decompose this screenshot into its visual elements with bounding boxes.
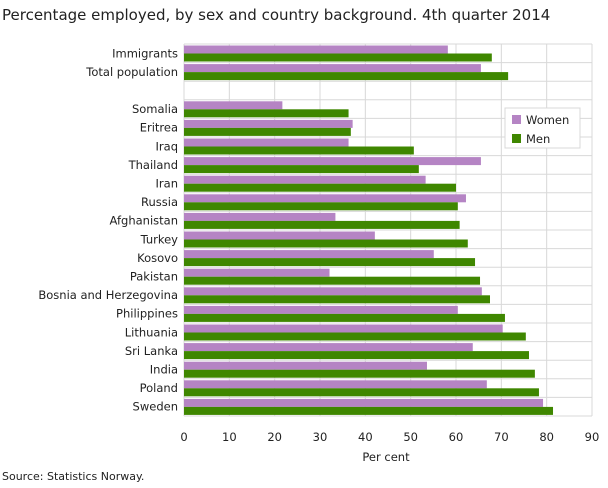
source-note: Source: Statistics Norway. [2,470,145,483]
bar-men [184,239,468,248]
bar-women [184,361,427,370]
chart-title: Percentage employed, by sex and country … [2,6,551,24]
legend-swatch-men [512,134,521,143]
category-label: Total population [85,65,178,79]
category-label: Afghanistan [110,214,178,228]
bar-women [184,157,481,166]
x-tick-label: 70 [494,430,509,444]
bar-women [184,175,426,184]
bar-women [184,194,466,203]
bar-women [184,268,330,277]
x-tick-label: 80 [539,430,554,444]
category-label: Philippines [116,307,178,321]
bar-men [184,369,535,378]
bar-men [184,258,476,267]
category-label: Bosnia and Herzegovina [38,288,178,302]
category-label: Turkey [140,232,179,246]
category-label: Iran [156,177,178,191]
bar-women [184,231,375,240]
legend-label-women: Women [526,113,569,127]
x-tick-label: 60 [449,430,464,444]
bar-men [184,72,509,81]
bar-men [184,183,456,192]
bar-women [184,212,336,221]
category-label: India [150,363,178,377]
bar-men [184,53,492,62]
bar-women [184,380,487,389]
x-tick-label: 10 [222,430,237,444]
x-axis-label: Per cent [362,450,410,464]
bar-men [184,406,554,415]
category-label: Immigrants [112,46,178,60]
bar-men [184,165,419,174]
bar-men [184,313,505,322]
bar-women [184,101,283,110]
bar-men [184,220,460,229]
bar-men [184,295,490,304]
bar-women [184,287,482,296]
category-label: Russia [141,195,178,209]
bar-women [184,324,503,333]
bar-women [184,250,434,259]
bar-women [184,305,458,314]
category-label: Somalia [132,102,178,116]
bar-men [184,127,351,136]
legend-label-men: Men [526,132,550,146]
bar-women [184,138,349,147]
bar-men [184,276,481,285]
x-tick-label: 90 [585,430,600,444]
bar-women [184,45,448,54]
bar-men [184,109,349,118]
bar-women [184,398,544,407]
category-label: Pakistan [130,270,178,284]
category-label: Poland [140,381,178,395]
category-label: Lithuania [125,325,178,339]
bar-men [184,332,526,341]
x-tick-label: 40 [358,430,373,444]
bar-men [184,388,539,397]
x-tick-label: 50 [403,430,418,444]
category-label: Sri Lanka [125,344,178,358]
bar-women [184,119,353,128]
bar-women [184,64,481,73]
category-label: Kosovo [137,251,178,265]
category-label: Eritrea [140,121,178,135]
bar-women [184,343,473,352]
category-label: Thailand [128,158,178,172]
category-label: Iraq [156,139,178,153]
bar-men [184,202,458,211]
category-label: Sweden [133,400,178,414]
legend-swatch-women [512,115,521,124]
bar-men [184,351,529,360]
bar-men [184,146,414,155]
x-tick-label: 0 [180,430,187,444]
x-tick-label: 30 [313,430,328,444]
x-tick-label: 20 [267,430,282,444]
